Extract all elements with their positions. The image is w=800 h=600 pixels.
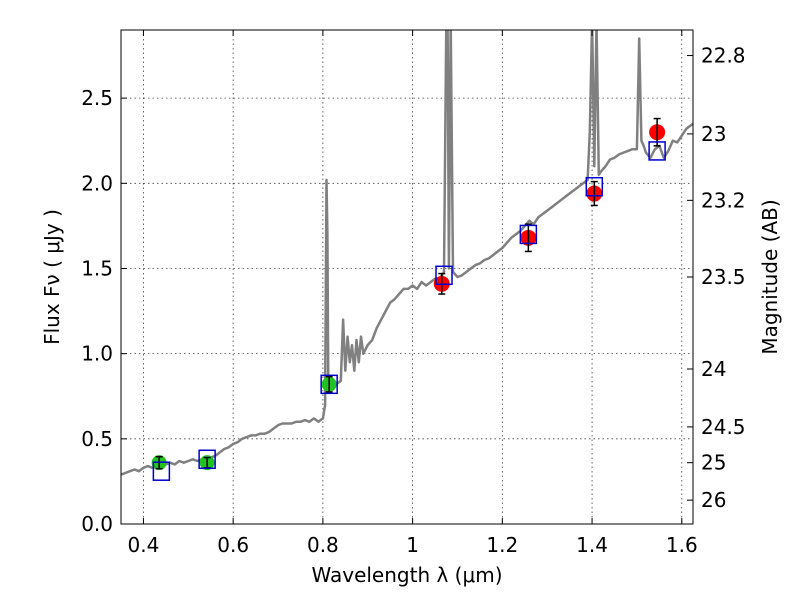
y-tick-label: 2.0: [81, 171, 113, 195]
y2-tick-label: 24.5: [701, 415, 746, 439]
y2-tick-label: 26: [701, 488, 726, 512]
y2-axis: 22.8 23 23.2 23.5 24 24.5 25 26: [687, 44, 746, 512]
y2-tick-label: 25: [701, 451, 726, 475]
spectrum-line: [121, 30, 693, 476]
optical-photometry-point: [321, 375, 337, 393]
y2-tick-label: 23: [701, 122, 726, 146]
model-photometry-square: [648, 141, 666, 161]
y-axis-label: Flux Fν ( μJy ): [40, 209, 64, 345]
y-tick-label: 2.5: [81, 86, 113, 110]
y-axis: 0.0 0.5 1.0 1.5 2.0 2.5: [81, 86, 127, 536]
x-tick-label: 1: [406, 533, 419, 557]
x-axis: 0.4 0.6 0.8 1 1.2 1.4 1.6: [128, 30, 698, 557]
y2-tick-label: 23.5: [701, 265, 746, 289]
x-tick-label: 0.4: [128, 533, 160, 557]
x-tick-label: 0.8: [307, 533, 339, 557]
y2-axis-label: Magnitude (AB): [758, 199, 782, 354]
y2-tick-label: 22.8: [701, 44, 746, 68]
y2-tick-label: 24: [701, 357, 726, 381]
y2-tick-label: 23.2: [701, 188, 746, 212]
model-photometry-square: [152, 461, 171, 481]
nir-photometry-point: [520, 223, 537, 253]
y-tick-label: 0.0: [81, 512, 113, 536]
x-tick-label: 1.2: [486, 533, 518, 557]
x-axis-label: Wavelength λ (μm): [311, 563, 502, 587]
model-photometry-square: [435, 265, 453, 286]
plot-area: [121, 30, 693, 481]
model-photometry-square: [585, 176, 604, 197]
model-photometry-square: [519, 224, 538, 245]
x-tick-label: 0.6: [217, 533, 249, 557]
y-tick-label: 1.5: [81, 256, 113, 280]
y-tick-label: 0.5: [81, 427, 113, 451]
nir-photometry-point: [586, 180, 603, 207]
model-photometry-square: [198, 449, 216, 470]
y-tick-label: 1.0: [81, 342, 113, 366]
x-tick-label: 1.4: [576, 533, 608, 557]
model-photometry-square: [320, 374, 338, 395]
x-tick-label: 1.6: [666, 533, 698, 557]
